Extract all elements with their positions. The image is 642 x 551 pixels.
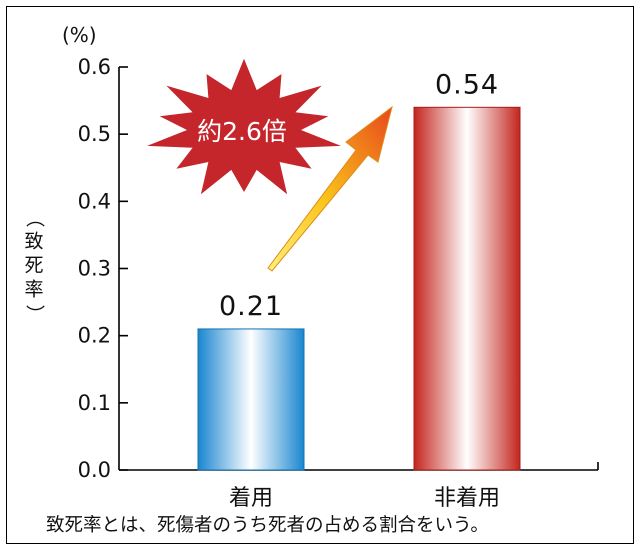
y-axis-title-char: （ (24, 208, 46, 227)
y-tick-label: 0.4 (78, 189, 111, 213)
y-tick-label: 0.5 (78, 122, 111, 146)
chart-caption: 致死率とは、死傷者のうち死者の占める割合をいう。 (46, 515, 489, 536)
y-axis-title-char: 率 (24, 279, 43, 301)
bar-2 (413, 106, 521, 471)
value-labels: 0.21 0.54 (219, 69, 499, 322)
y-axis-title-char: 致 (24, 231, 43, 253)
y-tick-label: 0.6 (78, 55, 111, 79)
category-labels: 着用 非着用 (229, 486, 500, 511)
y-axis-unit-label: (%) (62, 23, 97, 47)
y-axis-title-char: 死 (24, 255, 43, 277)
y-axis-ticks: 0.0 0.1 0.2 0.3 0.4 0.5 0.6 (78, 55, 128, 482)
category-label: 着用 (229, 486, 273, 511)
category-label: 非着用 (434, 486, 500, 511)
bars (197, 106, 521, 471)
ratio-burst: 約2.6倍 (147, 58, 341, 195)
burst-shape (147, 58, 341, 195)
y-axis-title-char: ） (24, 304, 46, 323)
y-axis-title: （ 致死率 ） (24, 208, 46, 323)
increase-arrow (267, 105, 393, 272)
y-tick-label: 0.1 (78, 391, 111, 415)
chart-frame (6, 6, 634, 544)
ratio-annotation-text: 約2.6倍 (197, 117, 287, 146)
value-label: 0.54 (435, 69, 499, 100)
value-label: 0.21 (219, 291, 283, 322)
y-tick-label: 0.0 (78, 458, 111, 482)
bar-1 (197, 328, 305, 471)
y-tick-label: 0.3 (78, 257, 111, 281)
y-tick-label: 0.2 (78, 324, 111, 348)
